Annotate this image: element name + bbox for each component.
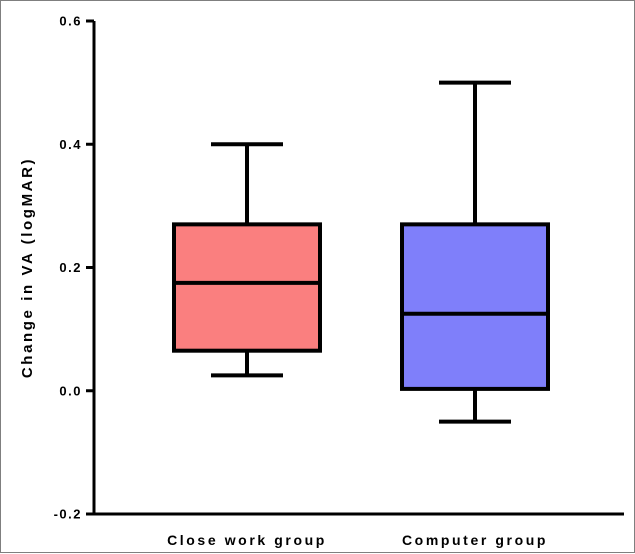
y-tick-label: 0.6 (59, 14, 82, 29)
box-close-work (172, 142, 322, 378)
y-tick-label: -0.2 (54, 507, 82, 522)
y-ticks-group: -0.2 0.0 0.2 0.4 0.6 (54, 14, 94, 522)
y-axis-label: Change in VA (logMAR) (19, 157, 36, 378)
iqr-box (400, 222, 550, 391)
category-label: Close work group (167, 532, 327, 548)
y-tick-label: 0.4 (59, 137, 82, 152)
category-label: Computer group (402, 532, 548, 548)
category-labels-group: Close work group Computer group (167, 532, 548, 548)
y-tick-label: 0.0 (59, 383, 82, 398)
box-computer (400, 80, 550, 424)
iqr-box (172, 222, 322, 353)
y-tick-label: 0.2 (59, 260, 82, 275)
boxes-group (172, 80, 550, 424)
